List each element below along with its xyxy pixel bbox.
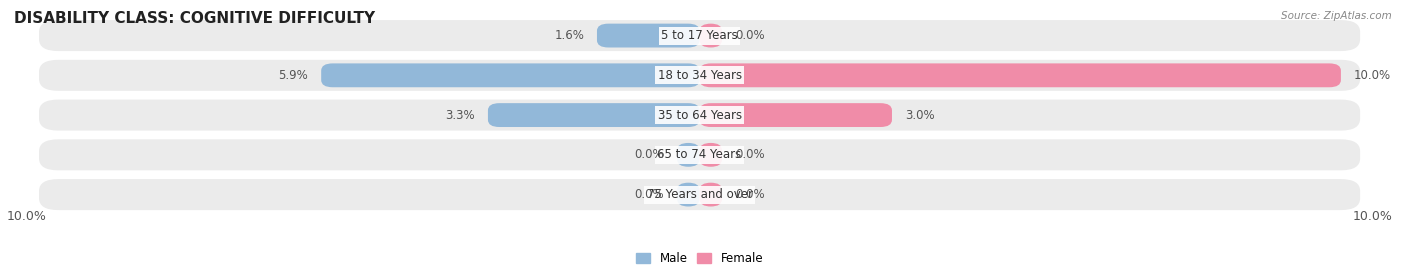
FancyBboxPatch shape	[700, 63, 1341, 87]
Text: 10.0%: 10.0%	[1353, 210, 1392, 223]
Text: DISABILITY CLASS: COGNITIVE DIFFICULTY: DISABILITY CLASS: COGNITIVE DIFFICULTY	[14, 11, 375, 26]
Text: 10.0%: 10.0%	[1354, 69, 1391, 82]
FancyBboxPatch shape	[39, 20, 1360, 51]
Text: 0.0%: 0.0%	[735, 29, 765, 42]
FancyBboxPatch shape	[700, 24, 723, 48]
FancyBboxPatch shape	[678, 183, 700, 207]
FancyBboxPatch shape	[700, 103, 891, 127]
FancyBboxPatch shape	[598, 24, 700, 48]
Text: 0.0%: 0.0%	[634, 148, 664, 161]
Text: 75 Years and over: 75 Years and over	[647, 188, 752, 201]
Text: 35 to 64 Years: 35 to 64 Years	[658, 109, 741, 122]
FancyBboxPatch shape	[700, 143, 723, 167]
FancyBboxPatch shape	[700, 183, 723, 207]
Legend: Male, Female: Male, Female	[636, 252, 763, 265]
FancyBboxPatch shape	[488, 103, 700, 127]
Text: 0.0%: 0.0%	[735, 148, 765, 161]
FancyBboxPatch shape	[39, 179, 1360, 210]
Text: 0.0%: 0.0%	[634, 188, 664, 201]
Text: 1.6%: 1.6%	[554, 29, 583, 42]
Text: 3.0%: 3.0%	[905, 109, 935, 122]
Text: 5.9%: 5.9%	[278, 69, 308, 82]
Text: 18 to 34 Years: 18 to 34 Years	[658, 69, 741, 82]
Text: 0.0%: 0.0%	[735, 188, 765, 201]
FancyBboxPatch shape	[39, 139, 1360, 170]
Text: 10.0%: 10.0%	[7, 210, 46, 223]
Text: 5 to 17 Years: 5 to 17 Years	[661, 29, 738, 42]
FancyBboxPatch shape	[39, 100, 1360, 131]
FancyBboxPatch shape	[39, 60, 1360, 91]
FancyBboxPatch shape	[678, 143, 700, 167]
Text: 3.3%: 3.3%	[446, 109, 475, 122]
Text: 65 to 74 Years: 65 to 74 Years	[658, 148, 742, 161]
Text: Source: ZipAtlas.com: Source: ZipAtlas.com	[1281, 11, 1392, 21]
FancyBboxPatch shape	[321, 63, 700, 87]
